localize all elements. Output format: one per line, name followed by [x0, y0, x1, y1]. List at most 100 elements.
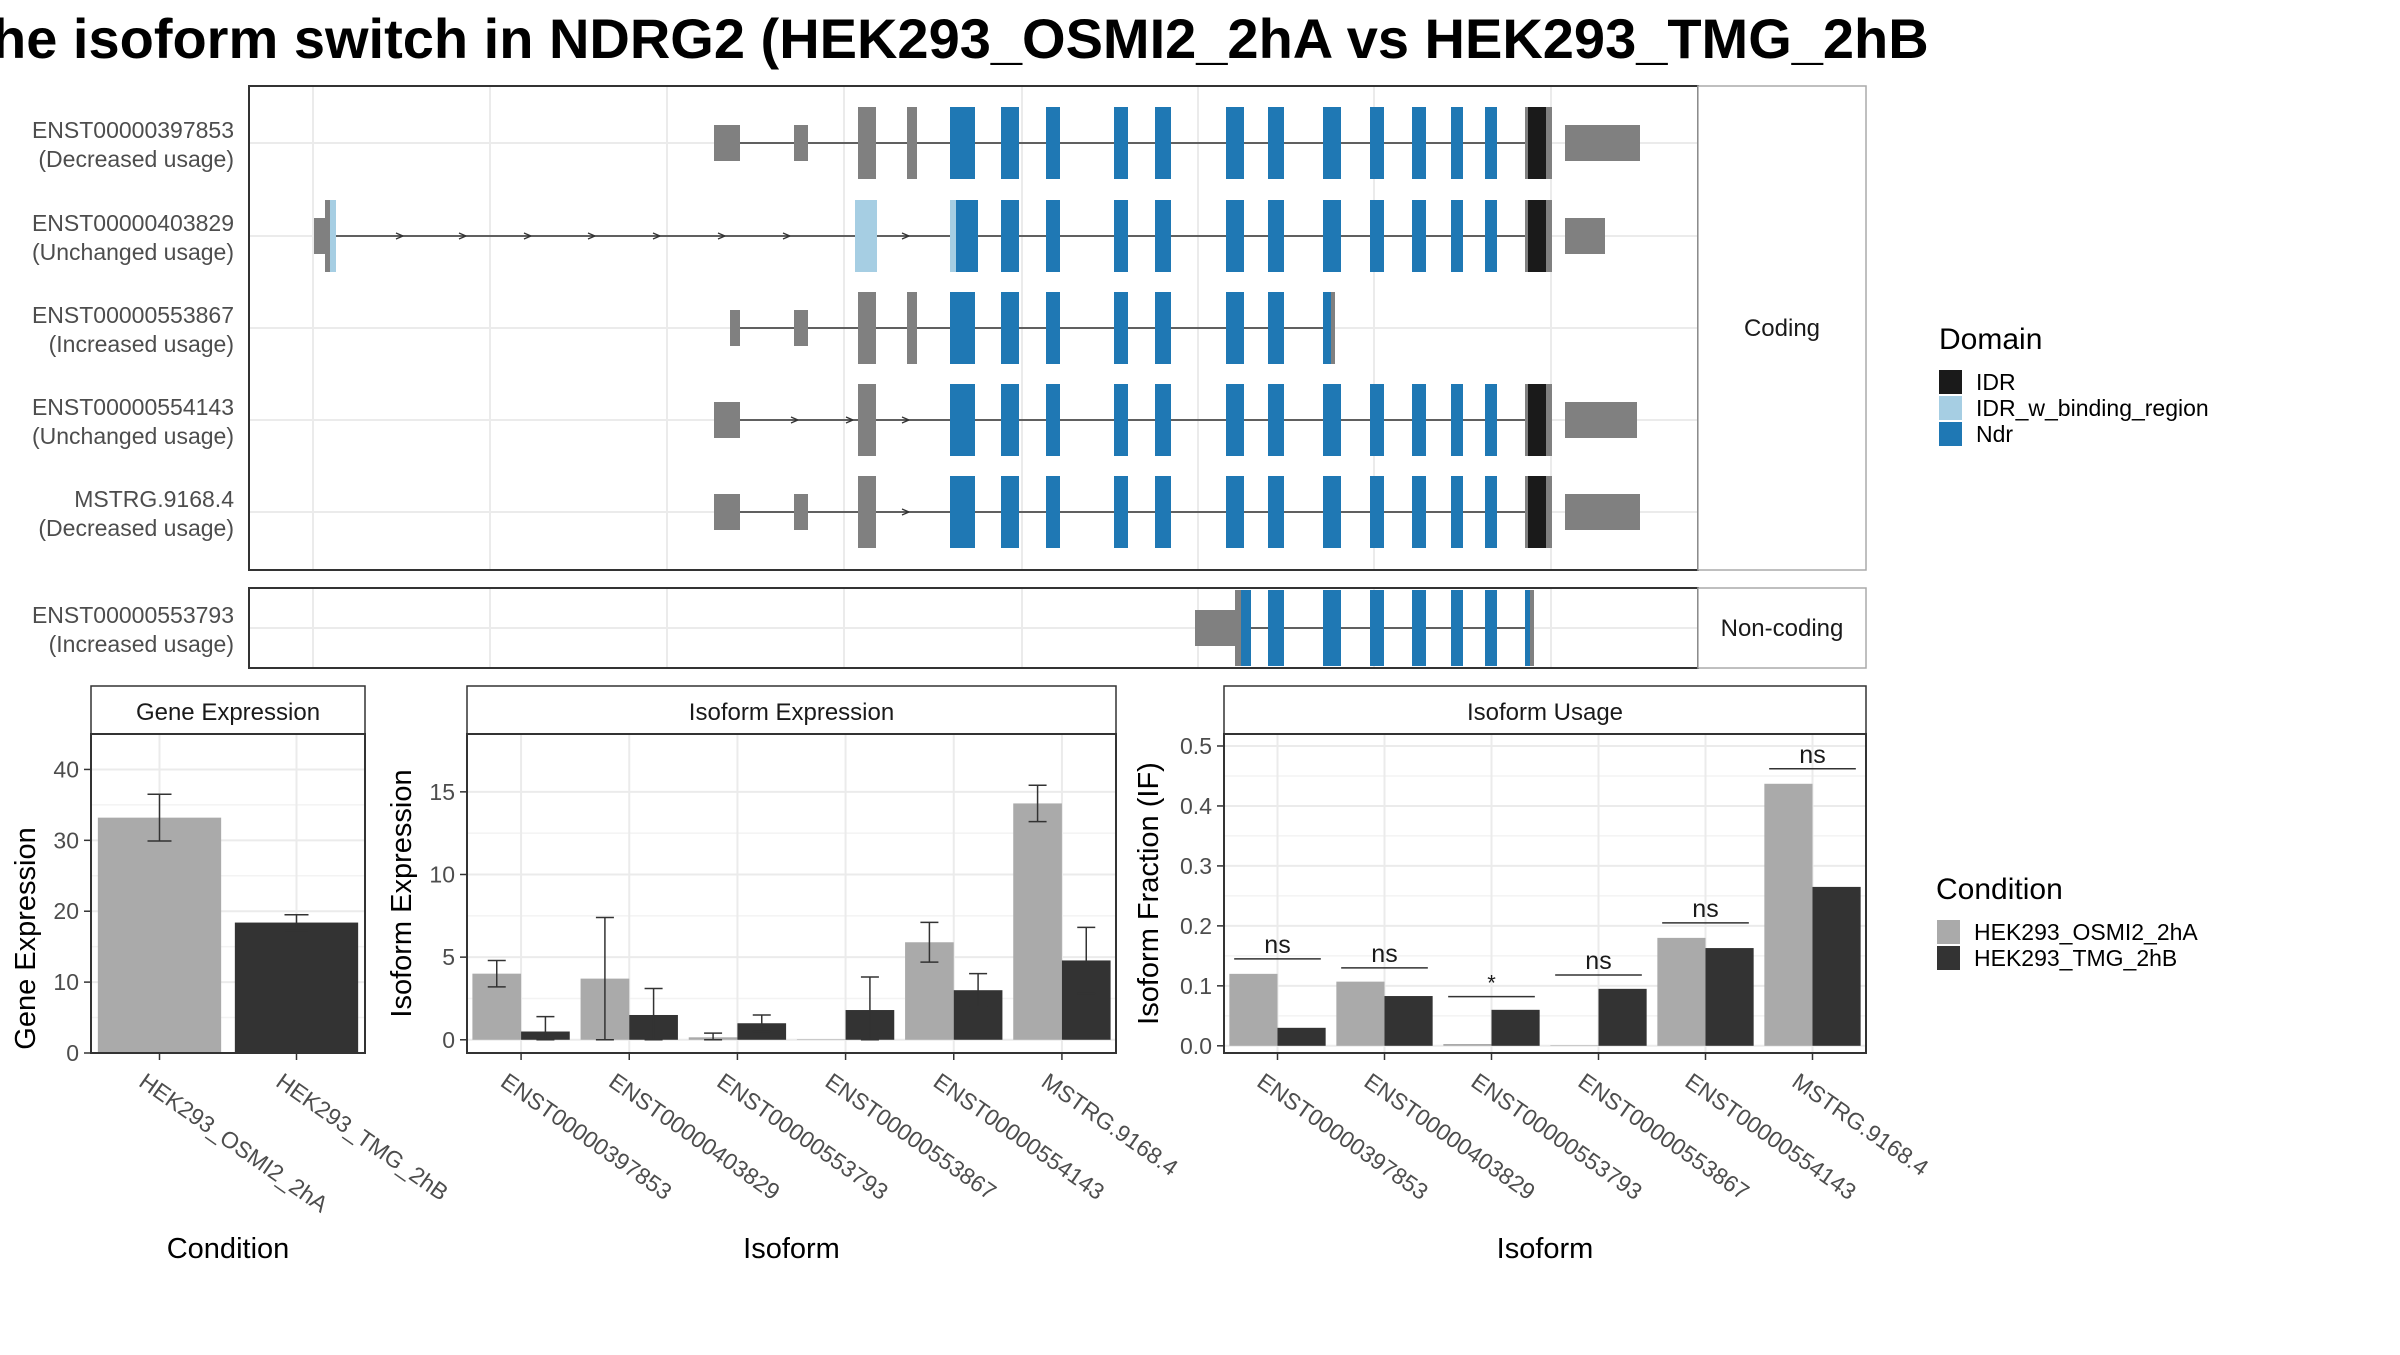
- exon-domain-ndr: [1114, 107, 1128, 179]
- y-tick-label: 0.0: [1180, 1033, 1212, 1059]
- exon-domain-ndr: [950, 292, 975, 364]
- exon-domain-ndr: [1268, 476, 1284, 548]
- exon-domain-ndr: [1525, 590, 1530, 666]
- y-tick-label: 15: [429, 779, 455, 805]
- legend-title: Condition: [1936, 873, 2063, 906]
- exon-domain-ndr: [1226, 292, 1244, 364]
- exon-domain-ndr: [1155, 200, 1171, 272]
- intron-arrow: [782, 232, 792, 240]
- significance-label: ns: [1692, 895, 1718, 923]
- exon-utr: [714, 125, 740, 161]
- legend-title: Domain: [1939, 323, 2042, 356]
- y-tick-label: 0.2: [1180, 913, 1212, 939]
- isoform-label-usage: (Increased usage): [49, 631, 234, 657]
- bar-condition-a: [1013, 803, 1062, 1040]
- y-tick-label: 0.4: [1180, 793, 1212, 819]
- bar-condition-a: [796, 1039, 846, 1040]
- exon-domain-ndr: [1323, 476, 1341, 548]
- exon-domain-ndr: [1001, 384, 1019, 456]
- significance-label: ns: [1585, 947, 1611, 975]
- intron-arrow: [901, 508, 911, 516]
- isoform-row: [314, 200, 1605, 272]
- exon-cds: [1525, 107, 1529, 179]
- legend-item-label: IDR: [1976, 369, 2016, 395]
- y-tick-label: 0: [442, 1027, 455, 1053]
- exon-domain-ndr: [1001, 476, 1019, 548]
- bar-condition-b: [1384, 996, 1433, 1046]
- bar-condition-a: [1443, 1044, 1492, 1046]
- exon-domain-ndr: [1226, 200, 1244, 272]
- exon-domain-ndr: [1268, 292, 1284, 364]
- isoform-row: [714, 476, 1640, 548]
- legend-swatch: [1939, 370, 1962, 394]
- exon-cds: [1525, 384, 1529, 456]
- isoform-label-id: ENST00000403829: [32, 210, 234, 236]
- x-tick-label: ENST00000554143: [1681, 1068, 1861, 1205]
- exon-domain-ndr: [1001, 292, 1019, 364]
- bar-chart-1: Isoform Expression 0 5 10 15 Isoform Expressi…: [386, 685, 1183, 1265]
- exon-domain-ndr: [1046, 476, 1060, 548]
- intron-arrow: [458, 232, 468, 240]
- exon-domain-ndr: [1268, 384, 1284, 456]
- y-tick-label: 0.1: [1180, 973, 1212, 999]
- panel-background: [1224, 734, 1866, 1053]
- exon-cds: [907, 292, 917, 364]
- panel-background: [467, 734, 1116, 1053]
- exon-utr: [794, 310, 808, 346]
- isoform-row: [714, 384, 1637, 456]
- exon-domain-ndr: [1226, 476, 1244, 548]
- exon-domain-ndr: [1451, 107, 1463, 179]
- intron-arrow: [395, 232, 405, 240]
- bar-condition-a: [1550, 1045, 1599, 1046]
- exon-domain-ndr: [1155, 476, 1171, 548]
- exon-utr: [1565, 218, 1605, 254]
- exon-cds: [1525, 200, 1529, 272]
- bar-condition-b: [1491, 1009, 1540, 1046]
- exon-domain-ndr: [1451, 590, 1463, 666]
- exon-domain-ndr: [1268, 107, 1284, 179]
- exon-domain-ndr: [1155, 292, 1171, 364]
- intron-arrow: [652, 232, 662, 240]
- panel-border: [1223, 733, 1867, 1054]
- bar-condition-b: [1812, 886, 1861, 1046]
- significance-label: ns: [1264, 931, 1290, 959]
- exon-domain-ndr: [1114, 476, 1128, 548]
- isoform-label-id: MSTRG.9168.4: [74, 486, 234, 512]
- exon-domain-ndr: [1268, 590, 1284, 666]
- bar-condition-a: [1336, 981, 1385, 1046]
- exon-cds: [1530, 590, 1534, 666]
- exon-domain-ndr: [1046, 292, 1060, 364]
- isoform-label-id: ENST00000553793: [32, 602, 234, 628]
- bar-condition-b: [1277, 1027, 1326, 1046]
- y-tick-label: 30: [53, 827, 79, 853]
- exon-domain-ndr: [1451, 200, 1463, 272]
- exon-cds: [1331, 292, 1335, 364]
- chart-title: he isoform switch in NDRG2 (HEK293_OSMI2…: [0, 7, 1929, 70]
- legend-swatch: [1939, 422, 1962, 446]
- x-axis-label: Isoform: [743, 1233, 840, 1265]
- exon-domain-ndr: [1268, 200, 1284, 272]
- y-axis-label: Isoform Fraction (IF): [1133, 762, 1165, 1025]
- exon-domain-ndr: [1155, 384, 1171, 456]
- exon-cds: [1546, 200, 1552, 272]
- exon-domain-ndr: [1370, 200, 1384, 272]
- y-axis-label: Gene Expression: [10, 827, 42, 1049]
- facet-strip: [90, 685, 366, 735]
- exon-domain-ndr: [1001, 107, 1019, 179]
- exon-domain-ndr: [1412, 107, 1426, 179]
- y-tick-label: 20: [53, 898, 79, 924]
- exon-domain-idr: [1528, 384, 1546, 456]
- exon-domain-ndr: [1451, 476, 1463, 548]
- intron-arrow: [901, 416, 911, 424]
- bar-condition-a: [1764, 783, 1813, 1046]
- exon-cds: [1525, 476, 1529, 548]
- exon-utr: [730, 310, 740, 346]
- exon-domain-ndr: [1001, 200, 1019, 272]
- facet-strip: [1223, 685, 1867, 735]
- isoform-row: [714, 107, 1640, 179]
- exon-domain-ndr: [1485, 384, 1497, 456]
- legend-swatch: [1939, 396, 1962, 420]
